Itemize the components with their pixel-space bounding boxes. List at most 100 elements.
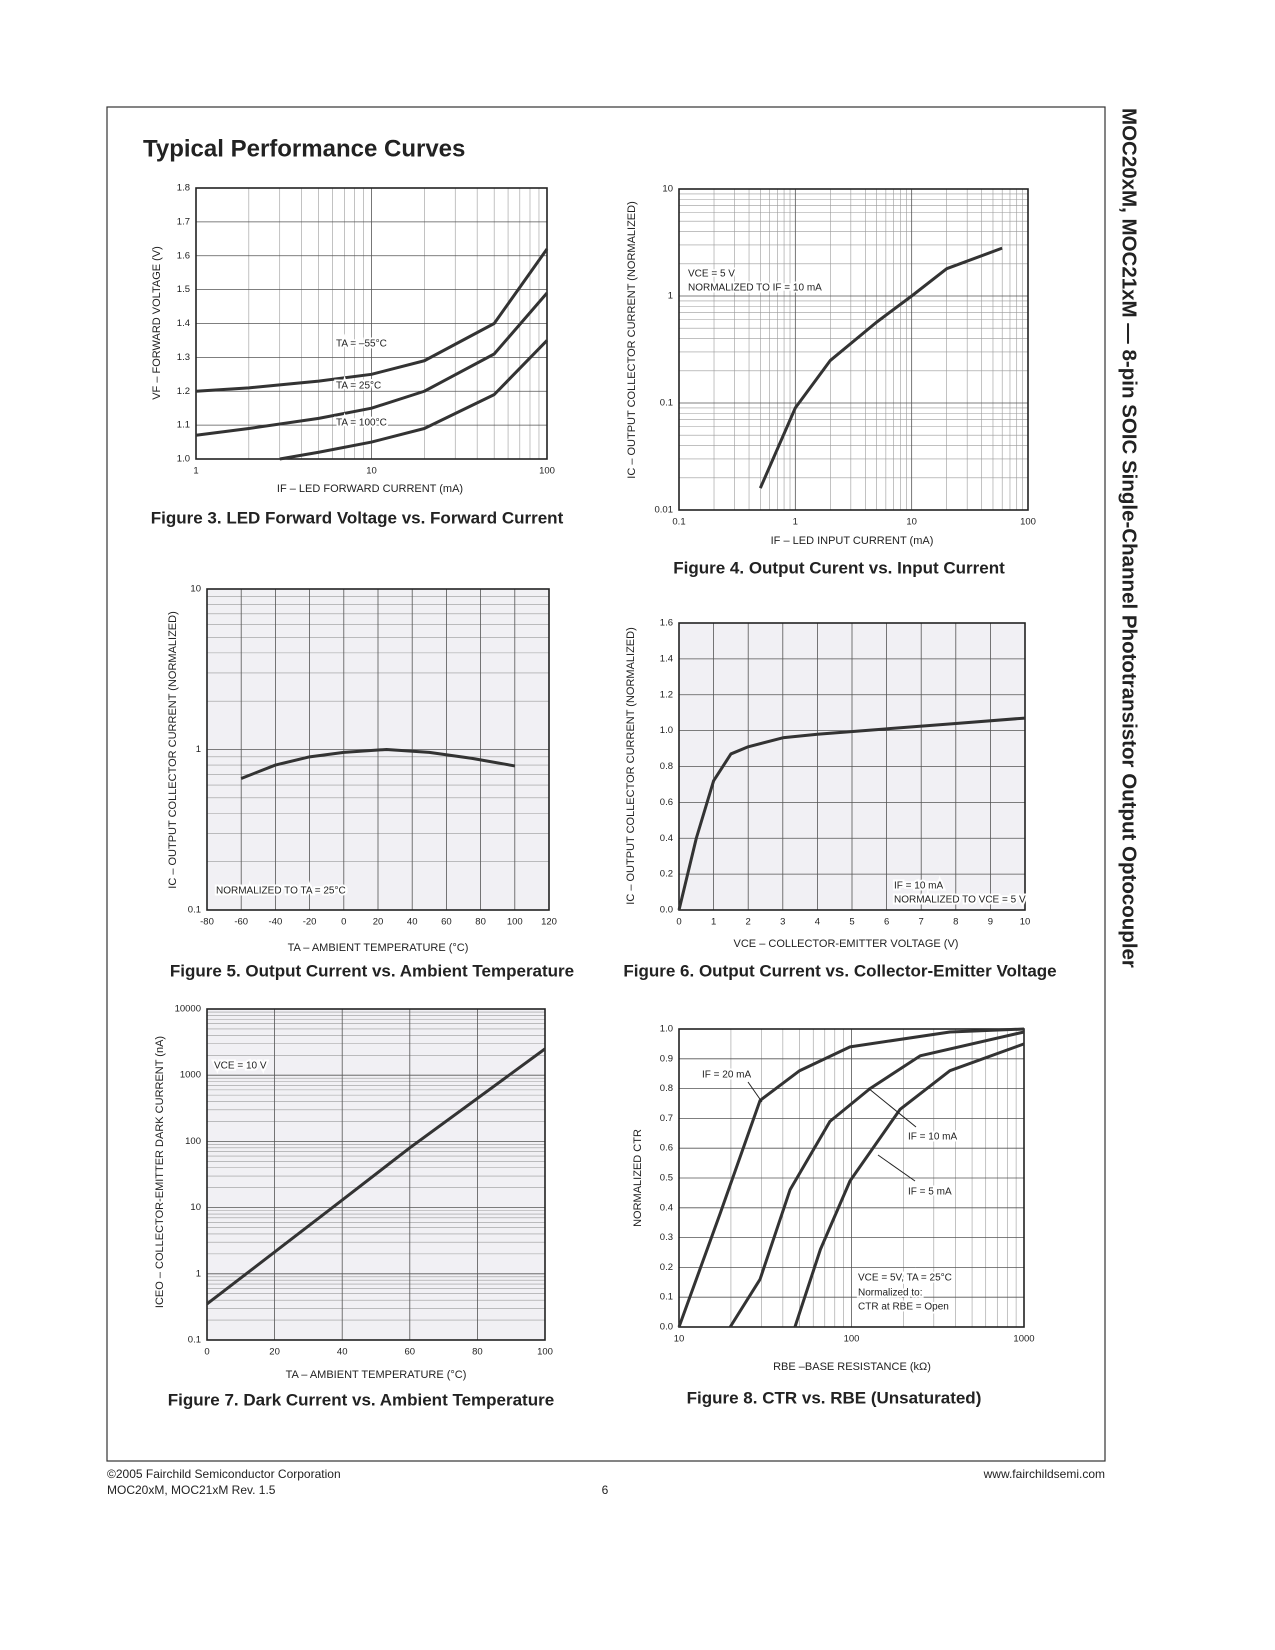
y-tick-label: 0.1	[188, 905, 201, 916]
y-axis-label: VF – FORWARD VOLTAGE (V)	[151, 246, 163, 400]
y-tick-label: 0.4	[660, 1202, 673, 1213]
y-tick-label: 0.8	[660, 761, 673, 772]
footer-copyright: ©2005 Fairchild Semiconductor Corporatio…	[107, 1467, 341, 1481]
page-frame	[106, 106, 1106, 1462]
x-tick-label: 10	[906, 517, 917, 528]
x-tick-label: 120	[541, 917, 557, 928]
x-tick-label: 6	[884, 917, 889, 928]
y-tick-label: 0.9	[660, 1053, 673, 1064]
figure-caption: Figure 6. Output Current vs. Collector-E…	[623, 961, 1056, 980]
y-tick-label: 0.0	[660, 905, 673, 916]
x-tick-label: 20	[269, 1347, 280, 1358]
y-axis-label: NORMALIZED CTR	[632, 1129, 644, 1227]
curve-label-arrow	[877, 1154, 916, 1182]
x-tick-label: 5	[849, 917, 854, 928]
curve-label: IF = 5 mA	[908, 1187, 952, 1198]
x-tick-label: 100	[844, 1334, 860, 1345]
x-tick-label: 100	[539, 466, 555, 477]
y-tick-label: 0.1	[660, 1292, 673, 1303]
x-tick-label: 1	[711, 917, 716, 928]
figure-caption: Figure 4. Output Curent vs. Input Curren…	[673, 558, 1005, 577]
x-tick-label: -40	[269, 917, 283, 928]
y-tick-label: 10	[190, 1202, 201, 1213]
data-line	[677, 716, 1026, 911]
side-title: MOC20xM, MOC21xM — 8-pin SOIC Single-Cha…	[1118, 108, 1141, 968]
footer-page: 6	[602, 1483, 609, 1497]
y-tick-label: 0.6	[660, 797, 673, 808]
x-tick-label: 1	[193, 466, 198, 477]
y-tick-label: 0.2	[660, 869, 673, 880]
annotation: NORMALIZED TO IF = 10 mA	[688, 283, 822, 294]
y-tick-label: 0.0	[660, 1322, 673, 1333]
data-line	[195, 292, 549, 437]
y-tick-label: 100	[185, 1136, 201, 1147]
y-axis-label: IC – OUTPUT COLLECTOR CURRENT (NORMALIZE…	[167, 611, 179, 888]
y-tick-label: 1.4	[177, 318, 190, 329]
data-line	[677, 1027, 1025, 1328]
x-tick-label: 3	[780, 917, 785, 928]
annotation: Normalized to:	[858, 1288, 922, 1299]
y-tick-label: 1.6	[177, 250, 190, 261]
y-tick-label: 0.3	[660, 1232, 673, 1243]
y-axis-label: IC – OUTPUT COLLECTOR CURRENT (NORMALIZE…	[626, 201, 638, 478]
x-axis-label: IF – LED FORWARD CURRENT (mA)	[277, 483, 463, 495]
curve-label: TA = 100°C	[336, 418, 387, 429]
figure-caption: Figure 3. LED Forward Voltage vs. Forwar…	[151, 508, 564, 527]
data-line	[758, 246, 1003, 489]
x-axis-label: TA – AMBIENT TEMPERATURE (°C)	[288, 942, 469, 954]
figure-caption: Figure 7. Dark Current vs. Ambient Tempe…	[168, 1390, 554, 1409]
y-tick-label: 1.7	[177, 216, 190, 227]
x-axis-label: RBE –BASE RESISTANCE (kΩ)	[773, 1361, 931, 1373]
curve-label: IF = 20 mA	[702, 1070, 752, 1081]
x-tick-label: 60	[405, 1347, 416, 1358]
plot-frame	[678, 188, 1029, 511]
y-tick-label: 0.01	[655, 505, 674, 516]
curve-label: TA = 25°C	[336, 381, 381, 392]
curve-label-arrow	[747, 1081, 763, 1103]
curve-label-arrow	[867, 1087, 917, 1128]
y-tick-label: 1.4	[660, 653, 673, 664]
x-tick-label: 1	[793, 517, 798, 528]
figure-caption: Figure 5. Output Current vs. Ambient Tem…	[170, 961, 574, 980]
annotation: VCE = 10 V	[214, 1061, 267, 1072]
annotation: NORMALIZED TO TA = 25°C	[216, 886, 346, 897]
x-tick-label: -60	[234, 917, 248, 928]
y-tick-label: 0.2	[660, 1262, 673, 1273]
page-title: Typical Performance Curves	[143, 135, 465, 162]
y-tick-label: 1000	[180, 1070, 201, 1081]
x-tick-label: 0	[341, 917, 346, 928]
x-tick-label: 20	[373, 917, 384, 928]
annotation: CTR at RBE = Open	[858, 1302, 949, 1313]
plot-frame	[678, 622, 1026, 911]
y-tick-label: 0.1	[188, 1335, 201, 1346]
x-tick-label: 60	[441, 917, 452, 928]
y-tick-label: 1.1	[177, 420, 190, 431]
annotation: VCE = 5 V	[688, 269, 735, 280]
plot-frame	[206, 588, 550, 911]
data-line	[195, 248, 549, 393]
curve-label: TA = –55°C	[336, 339, 387, 350]
y-tick-label: 10000	[175, 1004, 201, 1015]
x-tick-label: 80	[472, 1347, 483, 1358]
x-tick-label: 0	[204, 1347, 209, 1358]
x-tick-label: 7	[919, 917, 924, 928]
data-line	[240, 748, 516, 780]
data-line	[793, 1042, 1025, 1328]
y-tick-label: 0.6	[660, 1143, 673, 1154]
y-tick-label: 10	[190, 584, 201, 595]
x-tick-label: 100	[1020, 517, 1036, 528]
annotation: NORMALIZED TO VCE = 5 V	[894, 895, 1026, 906]
footer-url: www.fairchildsemi.com	[983, 1467, 1105, 1481]
annotation: IF = 10 mA	[894, 881, 944, 892]
y-axis-label: ICEO – COLLECTOR-EMITTER DARK CURRENT (n…	[154, 1036, 166, 1308]
y-tick-label: 0.5	[660, 1173, 673, 1184]
data-line	[206, 1047, 546, 1306]
x-tick-label: 4	[815, 917, 820, 928]
y-tick-label: 1	[668, 291, 673, 302]
x-tick-label: 10	[1020, 917, 1031, 928]
y-tick-label: 1.5	[177, 284, 190, 295]
x-tick-label: 9	[988, 917, 993, 928]
x-tick-label: 10	[366, 466, 377, 477]
y-tick-label: 1	[196, 1268, 201, 1279]
